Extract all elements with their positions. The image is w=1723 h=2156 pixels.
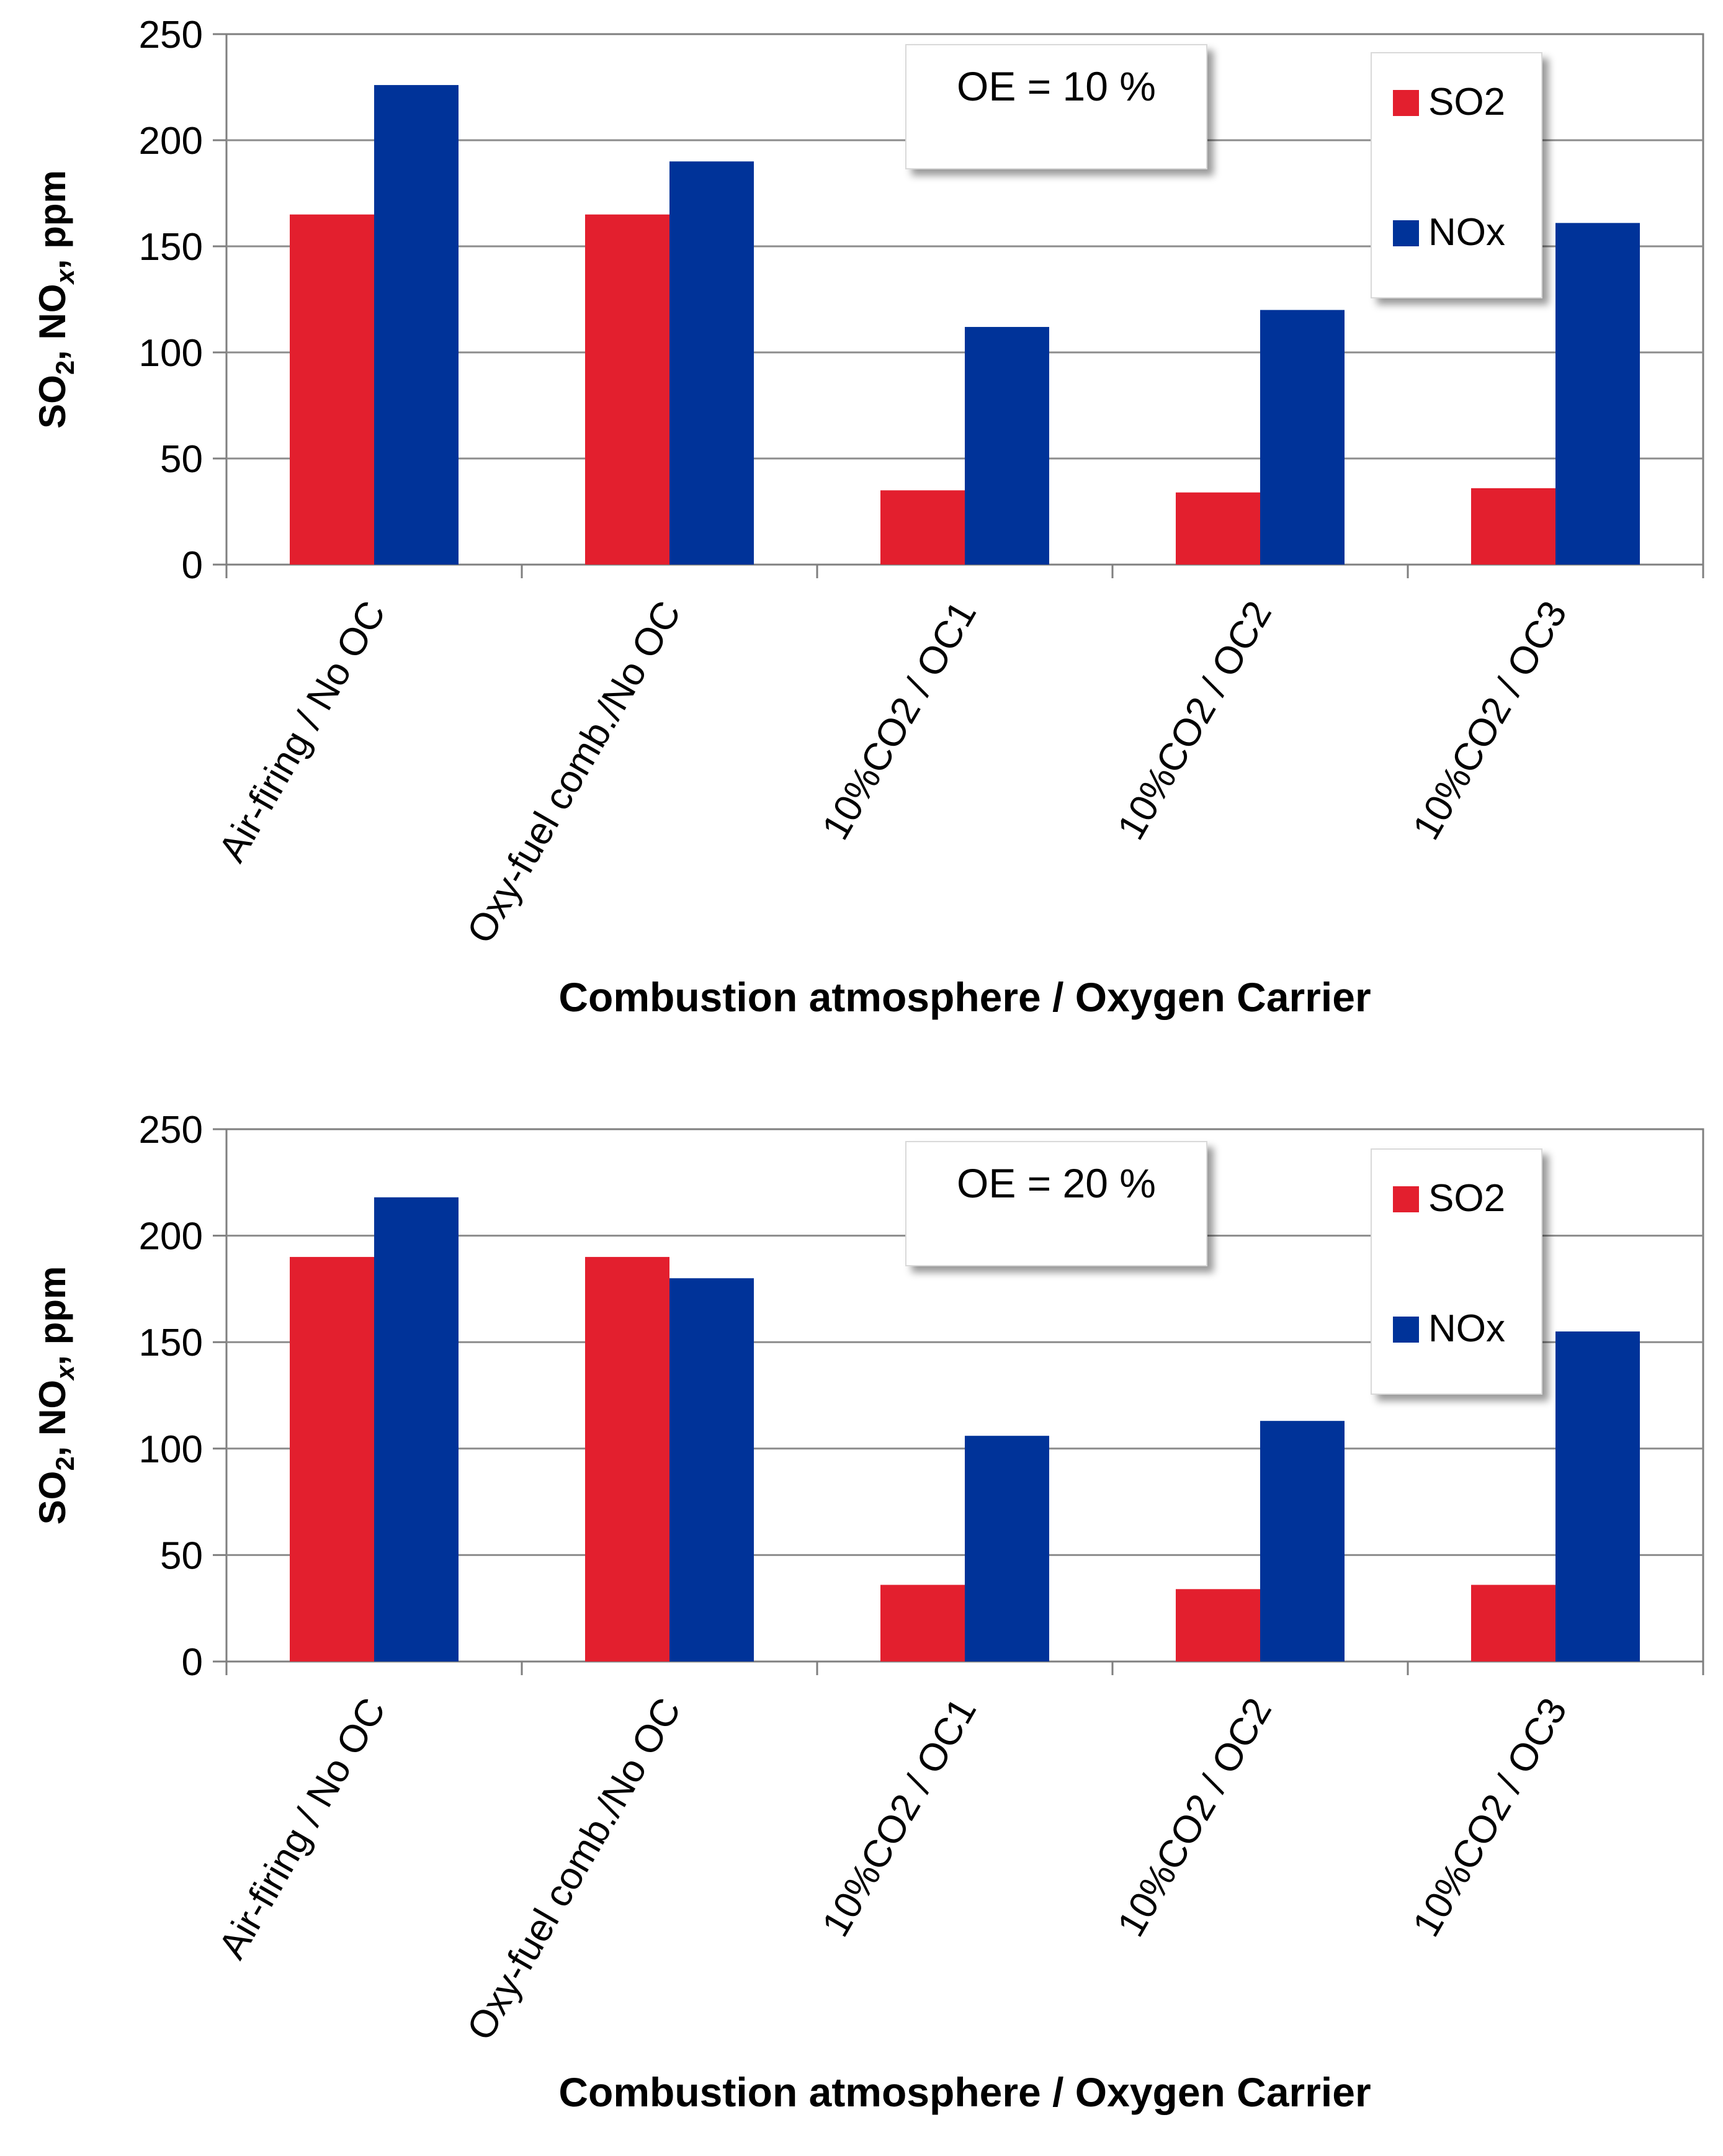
category-label: 10%CO2 / OC2 [1109,594,1280,848]
bar-nox-5 [1555,1331,1640,1662]
category-label: 10%CO2 / OC2 [1109,1691,1280,1944]
y-axis-label-subscript: x [50,268,79,285]
y-axis-label-part: , NO [32,284,73,360]
y-axis-label: SO2, NOx, ppm [32,1266,79,1525]
category-label: 10%CO2 / OC1 [814,1691,985,1944]
bar-so2-1 [290,1256,374,1662]
y-tick-label: 100 [139,1428,203,1471]
bar-so2-4 [1176,492,1260,565]
y-tick-label: 250 [139,14,203,56]
y-tick-label: 50 [160,438,203,481]
y-tick-label: 50 [160,1534,203,1577]
legend-label-nox: NOx [1428,211,1505,254]
legend-swatch-nox [1393,1317,1419,1343]
bar-so2-5 [1471,488,1555,565]
y-axis-label-part: SO [32,375,73,429]
y-axis-label-subscript: 2 [50,1456,79,1470]
bar-so2-2 [585,214,669,565]
bar-so2-5 [1471,1585,1555,1662]
bar-nox-5 [1555,223,1640,565]
bar-so2-3 [880,490,965,565]
category-label: 10%CO2 / OC3 [1405,1691,1575,1944]
y-tick-label: 150 [139,1322,203,1364]
annotation-text: OE = 10 % [957,63,1156,109]
bar-so2-2 [585,1256,669,1662]
chart-oe-10: 0 50 100 150 200 250 Air-firing / No OC Oxy-fue… [32,14,1704,1020]
y-tick-label: 0 [182,544,203,587]
legend-swatch-nox [1393,220,1419,246]
bar-nox-4 [1260,310,1345,565]
y-axis-label-part: , NO [32,1380,73,1456]
legend-swatch-so2 [1393,90,1419,116]
bar-nox-1 [374,1197,459,1662]
bar-so2-3 [880,1585,965,1662]
bar-nox-1 [374,85,459,565]
y-axis-label-subscript: 2 [50,360,79,375]
y-tick-label: 250 [139,1109,203,1152]
chart-oe-20: 0 50 100 150 200 250 Air-firing / No OC Oxy-fue… [32,1109,1704,2115]
y-axis-label: SO2, NOx, ppm [32,170,79,429]
legend-label-so2: SO2 [1428,81,1505,123]
y-tick-label: 100 [139,332,203,375]
y-axis-label-part: , ppm [32,170,73,269]
legend-swatch-so2 [1393,1186,1419,1212]
bar-so2-4 [1176,1589,1260,1662]
y-axis-label-part: , ppm [32,1266,73,1366]
category-label: Air-firing / No OC [210,1691,394,1966]
legend-label-so2: SO2 [1428,1177,1505,1220]
annotation-text: OE = 20 % [957,1160,1156,1206]
category-label: 10%CO2 / OC1 [814,594,985,848]
category-label: 10%CO2 / OC3 [1405,594,1575,848]
bar-so2-1 [290,214,374,565]
y-axis-label-part: SO [32,1471,73,1525]
bar-nox-4 [1260,1421,1345,1662]
annotation-box [905,1141,1207,1266]
category-label: Oxy-fuel comb./No OC [459,594,690,951]
y-tick-label: 200 [139,120,203,163]
y-tick-label: 0 [182,1641,203,1684]
category-label: Air-firing / No OC [210,594,394,869]
x-axis-label: Combustion atmosphere / Oxygen Carrier [558,2069,1371,2115]
bar-nox-3 [965,1436,1049,1662]
bar-nox-2 [669,161,754,565]
y-axis-label-subscript: x [50,1364,79,1381]
annotation-box [905,44,1207,169]
category-label: Oxy-fuel comb./No OC [459,1691,690,2048]
bar-nox-3 [965,326,1049,565]
y-tick-label: 150 [139,226,203,269]
legend-label-nox: NOx [1428,1307,1505,1350]
bar-nox-2 [669,1278,754,1662]
y-tick-label: 200 [139,1215,203,1258]
x-axis-label: Combustion atmosphere / Oxygen Carrier [558,974,1371,1020]
